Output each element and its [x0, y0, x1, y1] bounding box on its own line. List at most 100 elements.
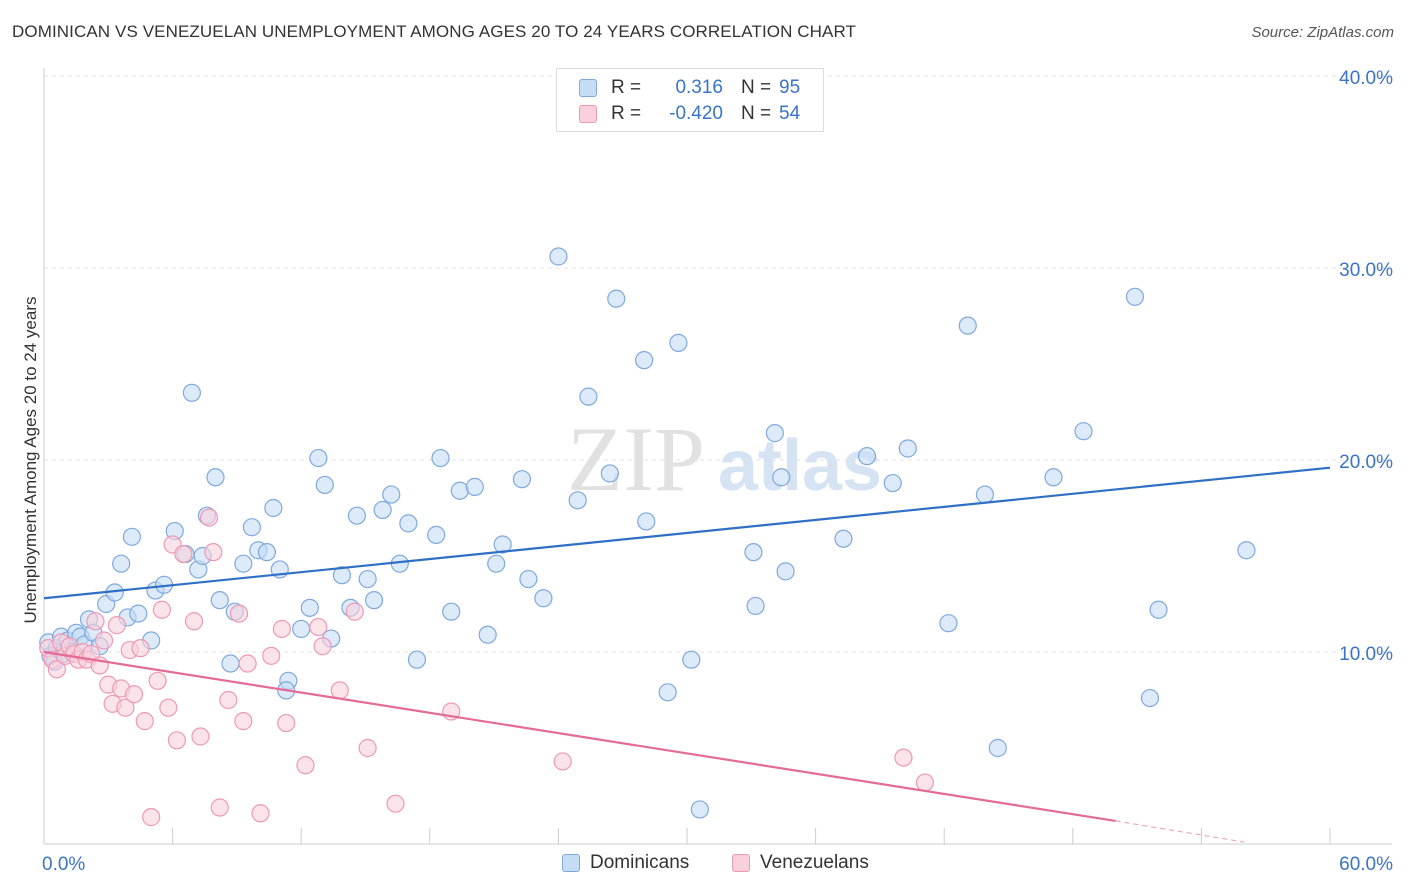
venezuelan-point [219, 690, 238, 710]
venezuelan-point [313, 637, 332, 656]
legend-label-venezuelans: Venezuelans [760, 852, 869, 873]
venezuelan-point [124, 685, 144, 704]
dominican-point [690, 800, 709, 819]
legend-row-dominicans: R = 0.316 N = 95 [579, 75, 800, 101]
dominican-point [857, 447, 877, 466]
venezuelan-point [229, 604, 249, 623]
dominican-point [292, 619, 311, 639]
legend-swatch-venezuelans [732, 854, 750, 872]
x-tick-label: 0.0% [42, 854, 85, 875]
venezuelan-point [199, 508, 219, 527]
dominican-point [129, 604, 148, 623]
legend-r-label: R = [611, 103, 642, 124]
dominican-point [549, 247, 568, 266]
dominican-point [1044, 468, 1063, 487]
dominican-point [1149, 600, 1168, 619]
venezuelan-point [238, 654, 257, 673]
dominican-point [221, 654, 240, 673]
y-tick-label: 20.0% [1339, 452, 1393, 473]
dominican-point [399, 514, 418, 533]
venezuelan-point [152, 600, 171, 619]
dominican-point [364, 591, 384, 610]
venezuelan-point [142, 808, 161, 827]
venezuelan-point [184, 612, 204, 631]
dominican-point [1237, 541, 1256, 560]
legend-row-venezuelans: R = -0.420 N = 54 [579, 101, 800, 127]
stats-legend: R = 0.316 N = 95 R = -0.420 N = 54 [556, 68, 824, 132]
dominican-point [682, 650, 701, 669]
venezuelan-point [251, 804, 270, 823]
venezuelan-point [234, 712, 253, 731]
venezuelan-point [262, 646, 281, 665]
venezuelan-point [135, 712, 154, 731]
legend-n-value: 54 [779, 103, 801, 124]
y-tick-label: 10.0% [1339, 644, 1393, 665]
dominican-point [568, 491, 587, 510]
dominican-point [407, 650, 427, 669]
watermark-atlas: atlas [718, 426, 882, 506]
legend-n-label: N = [741, 103, 772, 124]
watermark: ZIP atlas [567, 408, 882, 510]
dominican-point [834, 529, 853, 548]
dominican-point [939, 614, 958, 633]
dominican-point [431, 448, 450, 468]
dominican-point [579, 387, 598, 406]
venezuelan-point [210, 798, 229, 817]
legend-r-label: R = [611, 77, 642, 98]
dominican-point [347, 506, 367, 525]
chart-source: Source: ZipAtlas.com [1251, 24, 1394, 41]
dominican-point [958, 316, 977, 335]
dominican-point [635, 351, 654, 370]
dominican-point [975, 485, 995, 504]
dominican-point [744, 543, 763, 562]
venezuelan-point [894, 748, 913, 767]
dominican-point [534, 589, 553, 608]
dominican-point [898, 439, 917, 458]
dominican-point [607, 289, 626, 308]
y-tick-label: 40.0% [1339, 68, 1393, 89]
dominican-point [1074, 422, 1093, 441]
venezuelan-point [309, 617, 328, 637]
dominican-point [373, 500, 392, 520]
dominican-point [309, 448, 328, 468]
legend-item-venezuelans: Venezuelans [732, 852, 869, 874]
dominican-point [442, 602, 461, 621]
watermark-zip: ZIP [567, 408, 705, 510]
axes [43, 68, 1392, 845]
legend-swatch-dominicans [579, 79, 597, 97]
dominican-point [300, 598, 319, 617]
venezuelan-point [204, 543, 223, 562]
venezuelan-point [47, 660, 66, 679]
dominican-point [210, 591, 229, 610]
dominican-point [358, 569, 377, 589]
dominican-point [519, 569, 538, 589]
venezuelan-point [167, 731, 186, 750]
venezuelan-point [116, 698, 135, 717]
dominican-point [478, 625, 497, 644]
trendline-extension-venezuelans [1115, 820, 1245, 843]
dominican-point [112, 554, 131, 573]
venezuelan-point [148, 671, 167, 690]
dominican-point [669, 333, 688, 352]
dominican-point [382, 485, 401, 504]
legend-n-label: N = [741, 77, 772, 98]
dominican-point [257, 543, 277, 562]
dominican-point [658, 683, 677, 702]
venezuelan-point [94, 631, 114, 650]
dominican-point [315, 475, 334, 495]
venezuelan-point [553, 752, 572, 771]
venezuelan-point [296, 756, 315, 775]
venezuelan-point [86, 612, 105, 631]
venezuelan-point [386, 794, 405, 813]
venezuelan-point [191, 727, 210, 746]
legend-swatch-venezuelans [579, 105, 597, 123]
points [39, 247, 1256, 827]
trendline-venezuelans [43, 650, 1116, 823]
dominican-point [242, 518, 262, 537]
legend-r-value: -0.420 [669, 103, 723, 124]
chart-title: DOMINICAN VS VENEZUELAN UNEMPLOYMENT AMO… [12, 22, 857, 41]
legend-r-value: 0.316 [675, 77, 723, 98]
venezuelan-point [159, 698, 178, 717]
dominican-point [450, 481, 469, 500]
trendline-dominicans [43, 466, 1331, 600]
